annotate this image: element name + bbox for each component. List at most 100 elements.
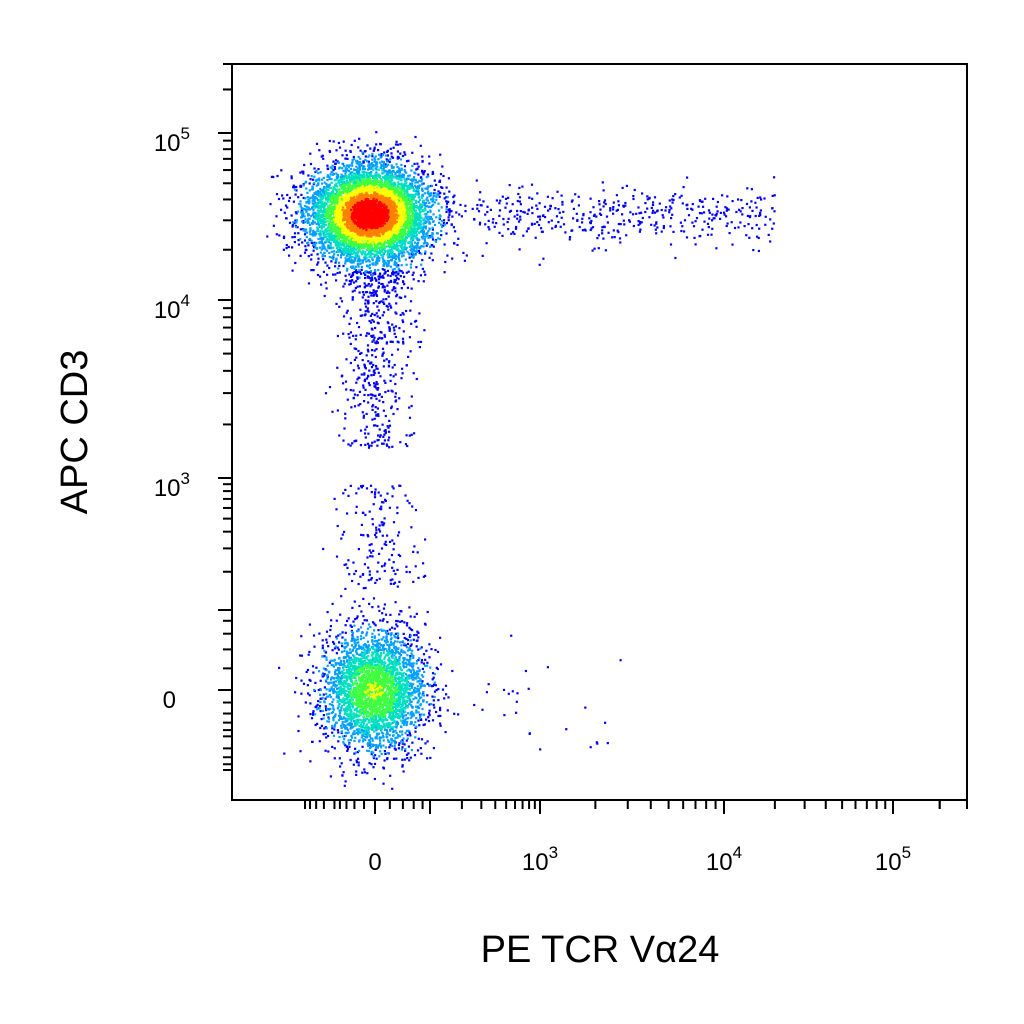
- event-dot: [430, 252, 433, 255]
- event-dot: [436, 193, 439, 196]
- event-dot: [314, 244, 317, 247]
- event-dot: [426, 234, 429, 237]
- event-dot: [342, 697, 345, 700]
- event-dot: [304, 204, 307, 208]
- event-dot: [407, 159, 410, 162]
- event-dot: [581, 221, 584, 224]
- event-dot: [314, 723, 317, 727]
- event-dot: [550, 219, 553, 222]
- event-dot: [336, 177, 339, 180]
- event-dot: [404, 190, 407, 193]
- event-dot: [341, 247, 344, 250]
- event-dot: [383, 639, 387, 643]
- event-dot: [295, 219, 299, 222]
- event-dot: [349, 317, 352, 320]
- event-dot: [417, 636, 420, 639]
- event-dot: [319, 187, 322, 190]
- event-dot: [373, 382, 376, 385]
- event-dot: [330, 260, 333, 263]
- event-dot: [323, 181, 326, 184]
- event-dot: [320, 219, 323, 222]
- event-dot: [374, 491, 377, 494]
- event-dot: [346, 728, 349, 731]
- event-dot: [337, 667, 340, 670]
- event-dot: [353, 655, 356, 658]
- event-dot: [352, 763, 355, 766]
- event-dot: [391, 485, 394, 488]
- event-dot: [336, 729, 339, 732]
- event-dot: [547, 209, 550, 212]
- event-dot: [346, 619, 349, 623]
- event-dot: [342, 332, 345, 335]
- event-dot: [319, 697, 322, 700]
- event-dot: [415, 249, 418, 252]
- event-dot: [560, 194, 563, 197]
- event-dot: [323, 251, 326, 254]
- event-dot: [392, 254, 395, 257]
- event-dot: [346, 731, 349, 735]
- event-dot: [374, 155, 377, 158]
- event-dot: [408, 406, 411, 409]
- event-dot: [401, 765, 404, 768]
- event-dot: [420, 235, 423, 238]
- event-dot: [356, 160, 359, 163]
- event-dot: [319, 225, 322, 228]
- event-dot: [625, 184, 628, 187]
- event-dot: [488, 228, 491, 231]
- event-dot: [400, 251, 403, 254]
- event-dot: [420, 180, 423, 183]
- event-dot: [420, 252, 423, 255]
- event-dot: [547, 221, 550, 224]
- event-dot: [374, 273, 377, 276]
- event-dot: [374, 290, 377, 293]
- event-dot: [408, 571, 411, 574]
- event-dot: [282, 197, 285, 200]
- event-dot: [413, 195, 416, 198]
- event-dot: [325, 187, 328, 190]
- event-dot: [378, 278, 381, 281]
- event-dot: [344, 182, 347, 185]
- event-dot: [346, 749, 349, 752]
- event-dot: [343, 530, 346, 533]
- event-dot: [416, 685, 419, 688]
- event-dot: [375, 290, 378, 293]
- event-dot: [337, 267, 340, 270]
- event-dot: [309, 237, 312, 240]
- event-dot: [428, 192, 432, 195]
- event-dot: [723, 213, 726, 216]
- event-dot: [402, 313, 405, 316]
- event-dot: [322, 717, 325, 720]
- event-dot: [409, 309, 412, 312]
- event-dot: [322, 225, 325, 228]
- event-dot: [382, 253, 385, 256]
- event-dot: [354, 265, 357, 268]
- event-dot: [338, 679, 341, 682]
- event-dot: [421, 209, 424, 212]
- event-dot: [345, 169, 348, 172]
- event-dot: [412, 238, 415, 242]
- event-dot: [625, 234, 628, 237]
- event-dot: [394, 601, 397, 604]
- event-dot: [374, 326, 377, 330]
- event-dot: [313, 175, 316, 178]
- event-dot: [328, 183, 331, 186]
- event-dot: [357, 721, 360, 724]
- event-dot: [386, 444, 389, 447]
- event-dot: [405, 565, 408, 568]
- event-dot: [362, 293, 365, 296]
- event-dot: [409, 662, 412, 665]
- event-dot: [410, 643, 413, 646]
- event-dot: [315, 169, 318, 173]
- event-dot: [590, 219, 593, 222]
- event-dot: [365, 412, 368, 415]
- event-dot: [745, 202, 749, 206]
- event-dot: [430, 198, 433, 201]
- event-dot: [394, 373, 397, 376]
- event-dot: [319, 191, 322, 194]
- event-dot: [328, 251, 331, 255]
- event-dot: [393, 739, 396, 742]
- event-dot: [443, 697, 446, 700]
- event-dot: [409, 711, 412, 714]
- event-dot: [499, 199, 502, 202]
- event-dot: [399, 610, 402, 613]
